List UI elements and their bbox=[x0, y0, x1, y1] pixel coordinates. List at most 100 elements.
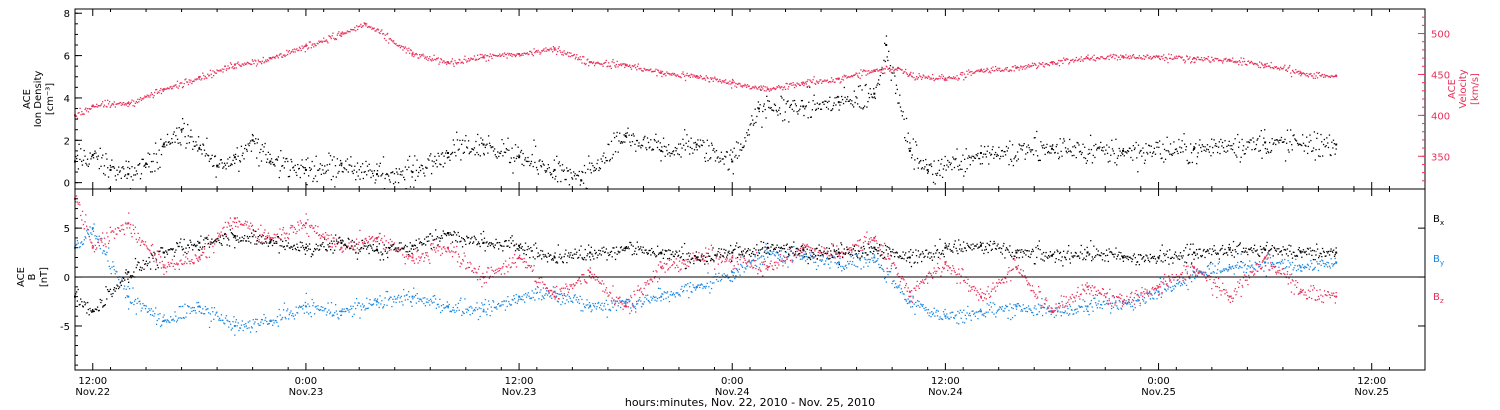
b-y-series-sample bbox=[928, 314, 930, 317]
velocity-series-sample bbox=[689, 74, 691, 77]
density-series-sample bbox=[1262, 144, 1264, 146]
density-series-sample bbox=[576, 174, 578, 177]
velocity-series-sample bbox=[350, 28, 353, 31]
velocity-series-sample bbox=[1180, 56, 1182, 58]
b-z-series-sample bbox=[297, 221, 299, 223]
density-series-sample bbox=[873, 88, 875, 90]
density-series-sample bbox=[841, 98, 844, 101]
b-y-series-sample bbox=[171, 319, 173, 321]
density-series-sample bbox=[468, 153, 470, 155]
b-z-series-sample bbox=[250, 222, 252, 224]
density-series-sample bbox=[655, 133, 657, 135]
density-series-sample bbox=[243, 158, 245, 160]
density-series-sample bbox=[830, 109, 832, 112]
density-series-sample bbox=[119, 170, 121, 172]
b-z-series-sample bbox=[222, 227, 224, 230]
density-series-sample bbox=[403, 176, 405, 179]
density-series-sample bbox=[1087, 153, 1089, 155]
velocity-series-sample bbox=[1035, 64, 1037, 66]
density-series-sample bbox=[261, 144, 263, 146]
b-z-series-sample bbox=[289, 227, 291, 229]
b-y-series-sample bbox=[199, 306, 201, 308]
b-z-series-sample bbox=[191, 258, 193, 261]
velocity-series-sample bbox=[639, 68, 641, 70]
b-y-series-sample bbox=[227, 320, 229, 322]
velocity-series-sample bbox=[1285, 69, 1288, 71]
velocity-series-sample bbox=[427, 59, 429, 62]
velocity-series-sample bbox=[445, 63, 448, 65]
density-series-sample bbox=[1292, 134, 1294, 137]
density-series-sample bbox=[158, 149, 160, 151]
b-y-series-sample bbox=[1154, 291, 1156, 293]
density-series-sample bbox=[457, 149, 459, 151]
velocity-series-sample bbox=[674, 74, 676, 76]
velocity-series-sample bbox=[579, 56, 581, 58]
b-y-series-sample bbox=[565, 295, 567, 297]
b-y-series-sample bbox=[1080, 305, 1082, 308]
velocity-series-sample bbox=[558, 46, 560, 48]
velocity-series-sample bbox=[972, 72, 974, 75]
velocity-series-sample bbox=[470, 57, 472, 59]
b-y-series-sample bbox=[245, 325, 248, 327]
b-z-series-point bbox=[553, 295, 556, 298]
velocity-series-sample bbox=[917, 76, 919, 79]
density-series-sample bbox=[729, 154, 731, 156]
b-y-series-sample bbox=[516, 302, 518, 305]
velocity-series-point bbox=[944, 77, 947, 80]
density-series-sample bbox=[1280, 139, 1282, 141]
velocity-series-sample bbox=[764, 86, 766, 88]
velocity-series-sample bbox=[194, 78, 196, 80]
b-z-series-sample bbox=[288, 233, 290, 235]
density-series-sample bbox=[331, 159, 333, 161]
velocity-series-sample bbox=[598, 63, 601, 65]
density-series-sample bbox=[754, 108, 756, 110]
b-y-series-sample bbox=[997, 309, 999, 311]
b-y-series-sample bbox=[850, 255, 852, 258]
velocity-series-sample bbox=[587, 58, 589, 60]
velocity-series-sample bbox=[1058, 65, 1061, 67]
velocity-series-sample bbox=[839, 82, 841, 84]
density-series-sample bbox=[1102, 150, 1104, 152]
velocity-series-sample bbox=[849, 76, 851, 78]
density-series-sample bbox=[406, 168, 408, 171]
velocity-series-sample bbox=[206, 77, 208, 79]
density-series-sample bbox=[871, 96, 873, 98]
velocity-series-sample bbox=[748, 85, 750, 87]
velocity-series-sample bbox=[866, 70, 868, 72]
b-y-series-sample bbox=[1114, 302, 1116, 304]
velocity-series-sample bbox=[1214, 57, 1216, 60]
b-y-series-sample bbox=[1305, 266, 1308, 269]
b-y-series-sample bbox=[1105, 302, 1108, 305]
velocity-series-sample bbox=[504, 53, 507, 56]
velocity-series-sample bbox=[251, 59, 254, 61]
b-y-series-sample bbox=[567, 301, 570, 303]
velocity-series-sample bbox=[589, 61, 591, 63]
velocity-series-sample bbox=[1028, 66, 1030, 68]
velocity-series-sample bbox=[703, 77, 705, 79]
density-series-sample bbox=[985, 156, 988, 158]
velocity-series-sample bbox=[1083, 58, 1085, 60]
velocity-series-sample bbox=[249, 62, 251, 65]
b-y-series-sample bbox=[1028, 308, 1030, 310]
density-series-sample bbox=[365, 160, 367, 163]
b-y-series-sample bbox=[1240, 253, 1242, 255]
b-y-series-sample bbox=[1032, 311, 1034, 314]
density-series-sample bbox=[1108, 146, 1110, 148]
density-series-sample bbox=[1036, 130, 1038, 133]
velocity-series-sample bbox=[1326, 75, 1329, 77]
b-y-series-sample bbox=[1068, 314, 1070, 316]
density-series-sample bbox=[204, 155, 207, 157]
b-y-series-sample bbox=[1160, 296, 1163, 298]
density-series-sample bbox=[541, 160, 543, 163]
velocity-series-sample bbox=[805, 83, 808, 85]
b-y-series-sample bbox=[393, 295, 396, 298]
b-z-series-sample bbox=[86, 225, 88, 227]
b-y-series-sample bbox=[476, 308, 479, 311]
density-series-sample bbox=[974, 157, 977, 160]
velocity-series-sample bbox=[308, 41, 311, 43]
density-series-sample bbox=[408, 166, 410, 168]
density-series-sample bbox=[283, 167, 285, 169]
b-y-series-sample bbox=[1062, 312, 1065, 314]
velocity-series-sample bbox=[1068, 61, 1071, 64]
density-series-sample bbox=[932, 181, 935, 184]
